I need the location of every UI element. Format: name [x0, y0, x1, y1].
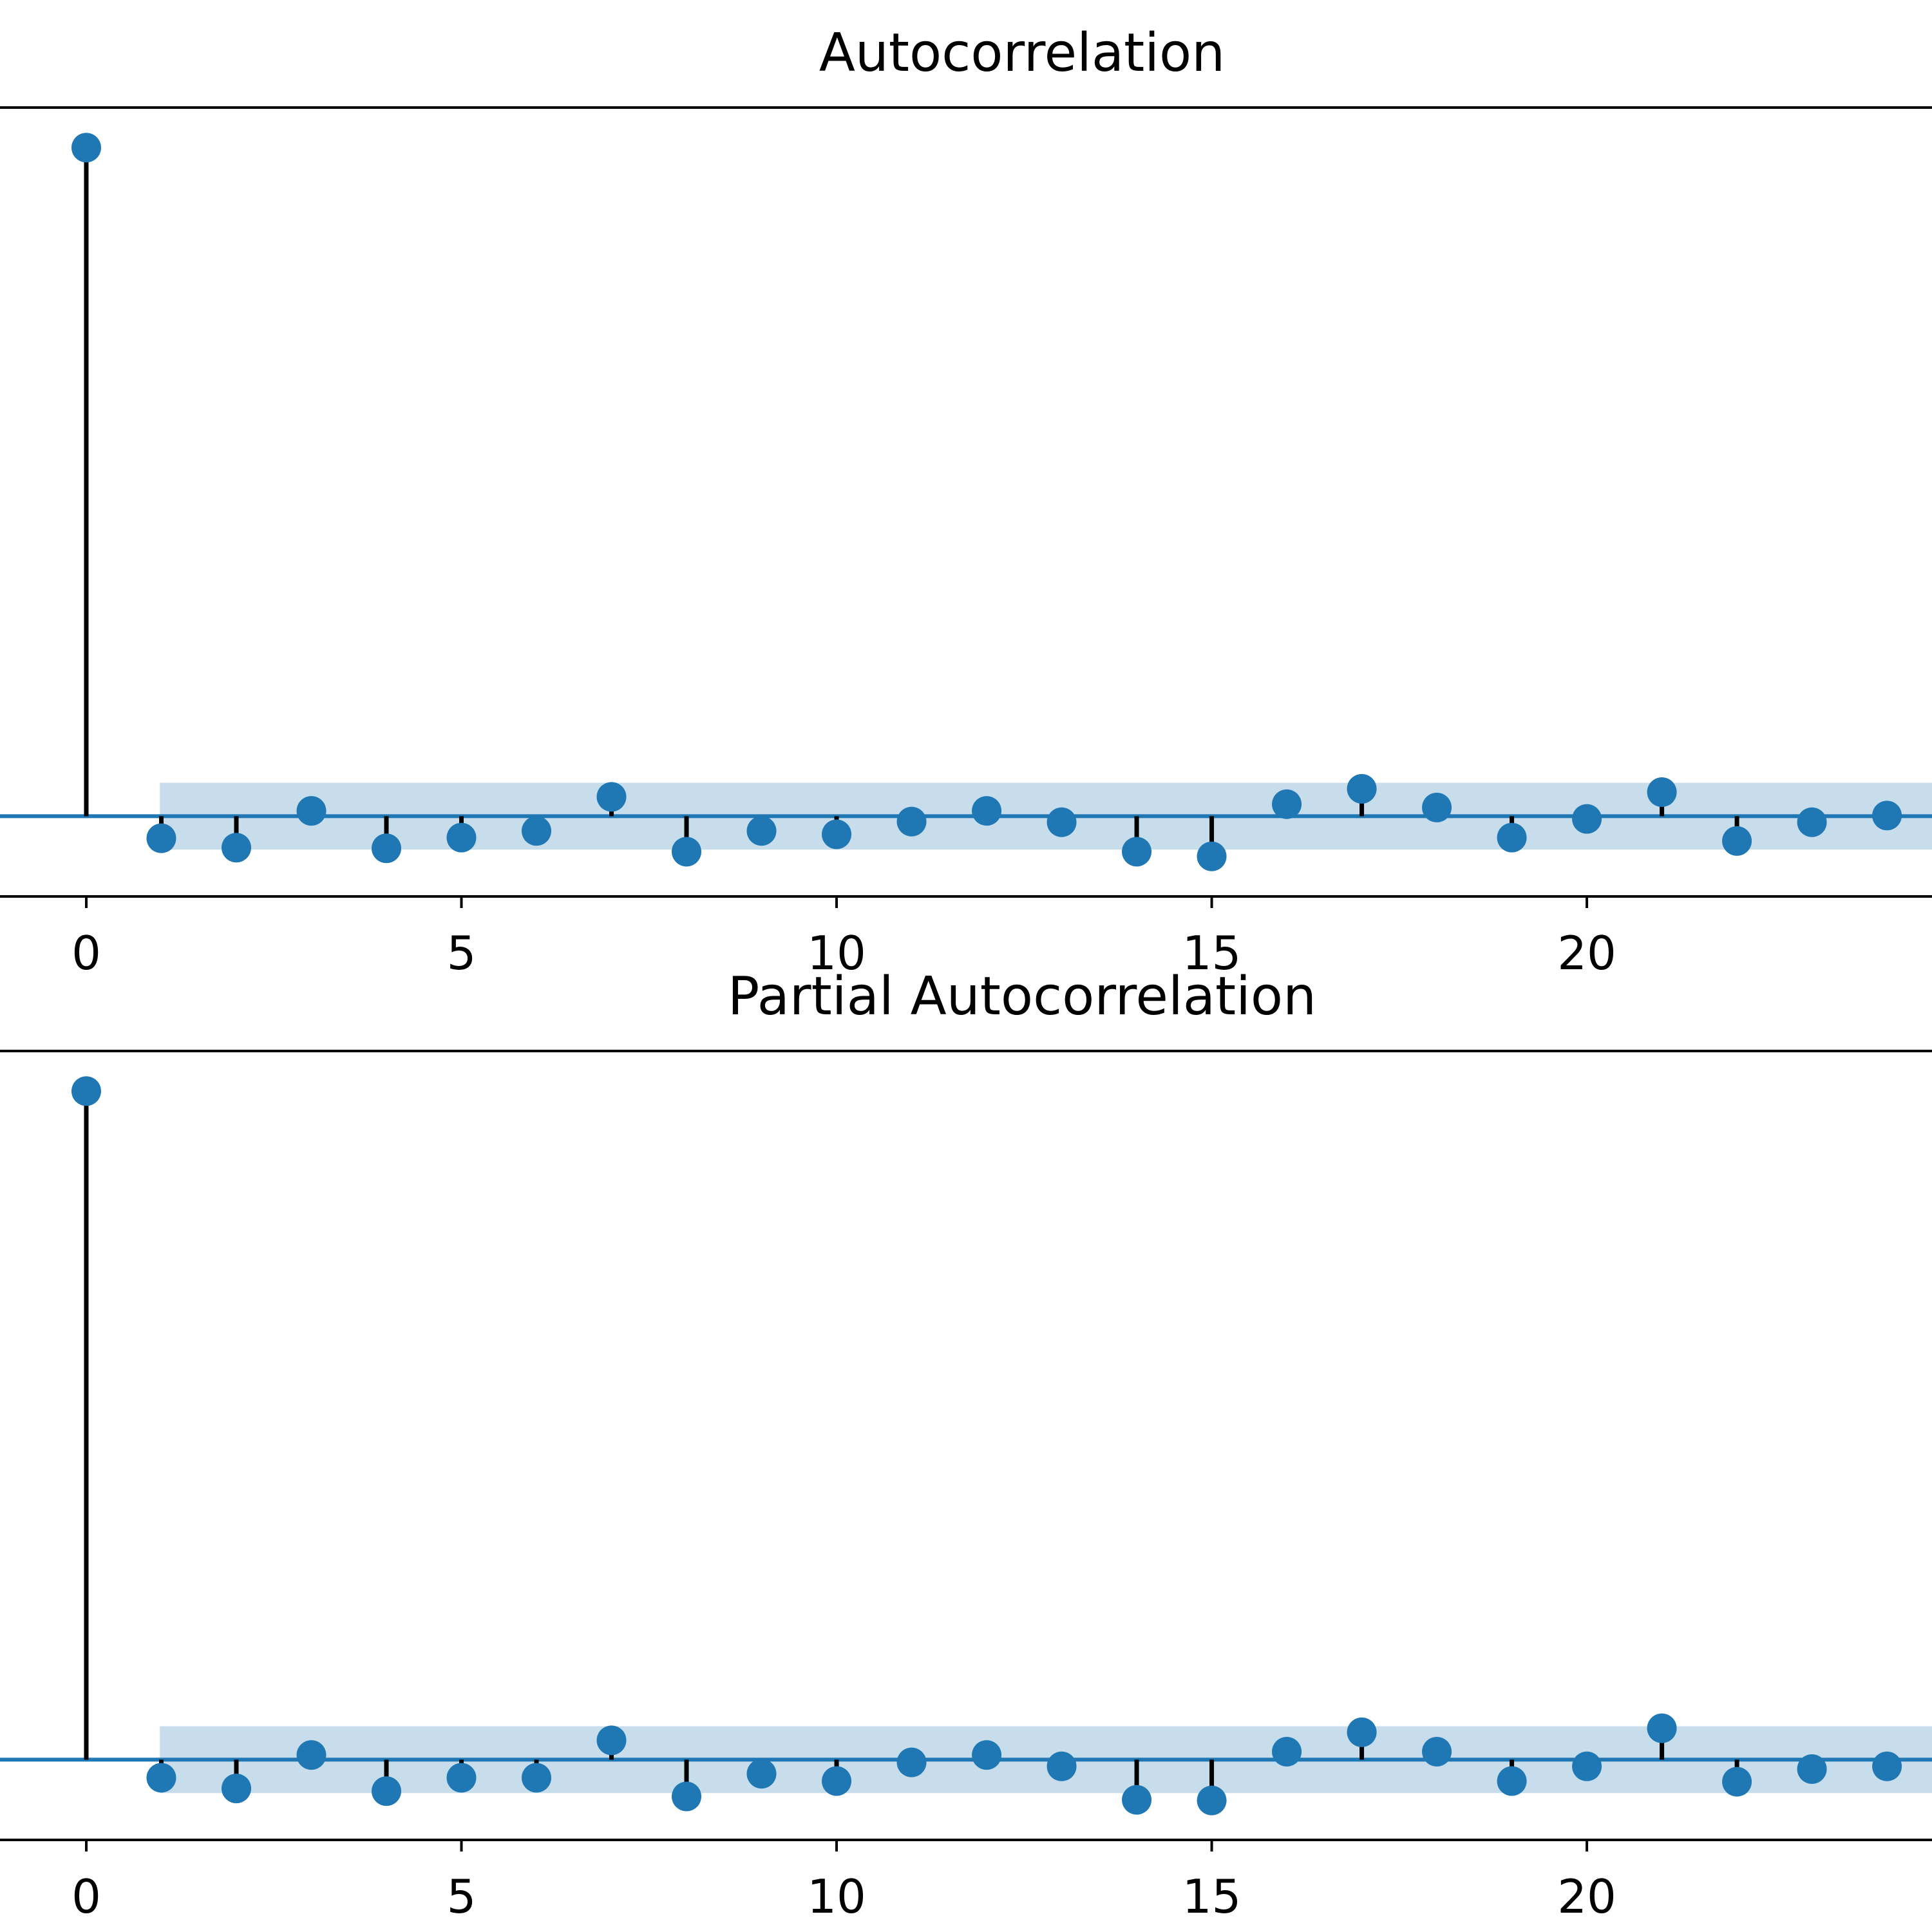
acf-point-22 [1722, 826, 1752, 856]
acf-point-18 [1422, 792, 1452, 822]
acf-xtick-label-15: 15 [1182, 926, 1242, 980]
acf-point-17 [1347, 773, 1377, 804]
acf-point-1 [146, 823, 176, 853]
pacf-point-5 [446, 1763, 477, 1793]
pacf-point-15 [1197, 1785, 1227, 1815]
acf-point-14 [1122, 837, 1152, 867]
acf-point-23 [1797, 807, 1827, 837]
acf-point-6 [522, 816, 552, 846]
pacf-point-11 [896, 1747, 927, 1777]
pacf-point-20 [1572, 1751, 1602, 1781]
pacf-point-3 [296, 1740, 327, 1770]
pacf-xtick-label-10: 10 [807, 1870, 866, 1924]
acf-point-4 [372, 833, 401, 864]
acf-point-8 [672, 837, 702, 867]
acf-point-11 [896, 806, 927, 837]
acf-point-0 [71, 133, 101, 163]
pacf-point-2 [221, 1774, 251, 1804]
pacf-xtick-label-15: 15 [1182, 1870, 1242, 1924]
pacf-point-23 [1797, 1754, 1827, 1784]
acf-point-13 [1046, 807, 1077, 837]
pacf-point-4 [372, 1776, 401, 1806]
acf-point-9 [746, 816, 777, 846]
pacf-point-10 [822, 1766, 852, 1796]
acf-xtick-label-10: 10 [807, 926, 866, 980]
pacf-point-14 [1122, 1785, 1152, 1815]
pacf-title: Partial Autocorrelation [728, 966, 1316, 1027]
pacf-point-0 [71, 1076, 101, 1106]
acf-xtick-label-20: 20 [1557, 926, 1616, 980]
acf-point-3 [296, 796, 327, 826]
acf-point-7 [596, 782, 627, 812]
pacf-point-24 [1872, 1751, 1902, 1781]
acf-point-24 [1872, 800, 1902, 831]
pacf-point-7 [596, 1725, 627, 1756]
acf-point-16 [1272, 789, 1302, 819]
pacf-point-9 [746, 1759, 777, 1789]
pacf-xtick-label-0: 0 [71, 1870, 101, 1924]
pacf-point-19 [1497, 1766, 1527, 1796]
pacf-point-8 [672, 1781, 702, 1812]
pacf-xtick-label-20: 20 [1557, 1870, 1616, 1924]
pacf-point-21 [1647, 1713, 1677, 1743]
acf-point-10 [822, 819, 852, 849]
pacf-point-6 [522, 1763, 552, 1793]
pacf-point-22 [1722, 1766, 1752, 1797]
pacf-point-16 [1272, 1736, 1302, 1766]
acf-point-20 [1572, 804, 1602, 834]
pacf-xtick-label-5: 5 [447, 1870, 477, 1924]
acf-point-19 [1497, 822, 1527, 853]
pacf-point-1 [146, 1763, 176, 1793]
pacf-point-12 [972, 1740, 1002, 1770]
acf-point-5 [446, 822, 477, 853]
pacf-point-18 [1422, 1736, 1452, 1766]
acf-title: Autocorrelation [819, 23, 1225, 84]
acf-xtick-label-0: 0 [71, 926, 101, 980]
acf-point-21 [1647, 777, 1677, 808]
acf-point-12 [972, 796, 1002, 826]
pacf-panel: Partial Autocorrelation 0 5 10 15 20 [0, 966, 1932, 1924]
acf-xtick-label-5: 5 [447, 926, 477, 980]
pacf-point-13 [1046, 1751, 1077, 1781]
acf-point-15 [1197, 841, 1227, 871]
acf-point-2 [221, 833, 251, 863]
pacf-point-17 [1347, 1717, 1377, 1747]
acf-panel: Autocorrelation 0 5 10 15 20 [0, 23, 1932, 980]
